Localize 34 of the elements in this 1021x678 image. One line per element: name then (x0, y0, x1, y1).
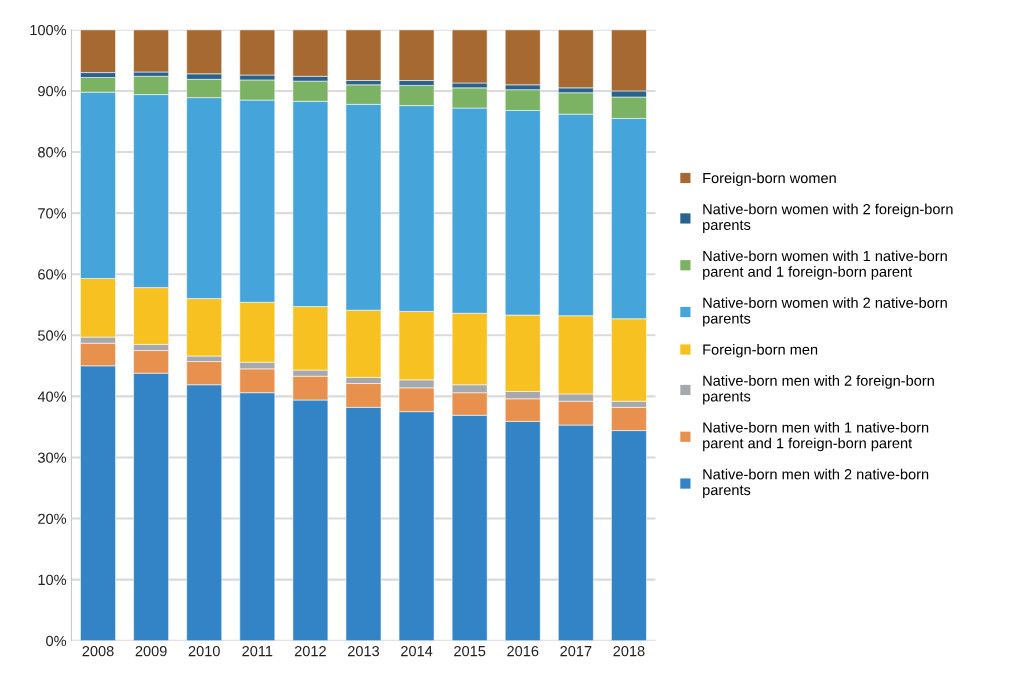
legend-label: Native-born women with 1 native-born parent and 1 foreign-born parent (703, 250, 947, 280)
bar (345, 29, 382, 81)
y-tick-label: 50% (38, 330, 67, 341)
y-tick-label: 60% (38, 269, 67, 280)
y-tick-label: 40% (37, 391, 67, 402)
x-tick-label: 2009 (135, 645, 167, 657)
x-tick-label: 2012 (294, 645, 326, 657)
legend-label: Native-born women with 2 native-born parents (703, 297, 947, 327)
x-tick-label: 2011 (242, 645, 273, 657)
x-tick-label: 2018 (613, 645, 645, 657)
x-tick-label: 2015 (454, 645, 486, 657)
y-tick-label: 10% (38, 574, 67, 586)
x-tick-label: 2014 (401, 645, 433, 657)
x-tick-label: 2008 (82, 645, 114, 657)
y-tick-label: 30% (37, 452, 67, 463)
bar (558, 29, 594, 89)
y-tick-label: 100% (30, 24, 67, 36)
y-tick-label: 70% (38, 208, 67, 219)
y-tick-label: 0% (46, 635, 67, 647)
y-tick-label: 90% (38, 86, 67, 97)
legend-label: Foreign-born women (703, 172, 836, 187)
x-tick-label: 2017 (560, 645, 592, 657)
bar (504, 29, 541, 86)
y-tick-label: 80% (38, 147, 67, 158)
legend-label: Native-born men with 2 native-born parents (703, 468, 929, 499)
x-tick-label: 2013 (347, 645, 380, 657)
legend-label: Native-born women with 2 foreign-born parents (703, 203, 953, 233)
legend-label: Native-born men with 2 foreign-born parents (703, 375, 934, 405)
bar (133, 29, 169, 73)
y-tick-label: 20% (38, 513, 67, 524)
x-tick-label: 2016 (507, 645, 539, 657)
x-tick-label: 2010 (188, 645, 220, 657)
legend-label: Native-born men with 1 native-born parent and 1 foreign-born parent (703, 421, 929, 452)
legend-label: Foreign-born men (703, 344, 818, 358)
